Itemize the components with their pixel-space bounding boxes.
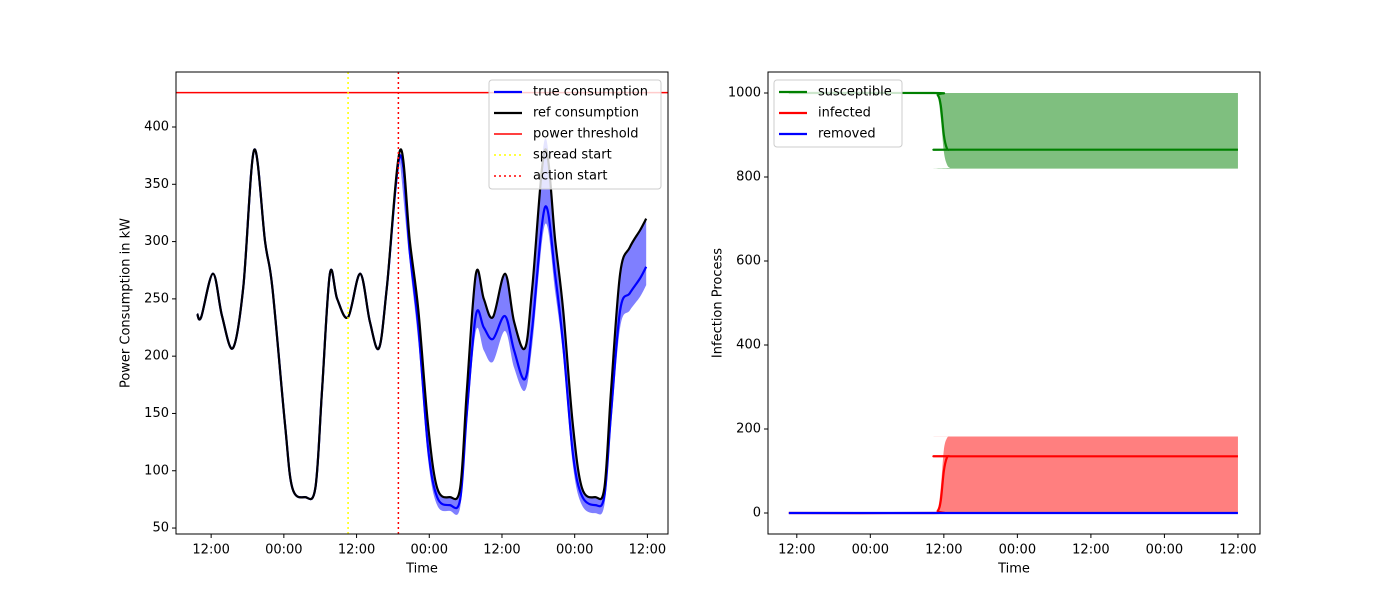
- y-tick-label: 150: [144, 406, 169, 421]
- x-axis-label: Time: [405, 562, 438, 577]
- legend-label: ref consumption: [533, 106, 639, 121]
- y-axis-label: Power Consumption in kW: [119, 218, 134, 388]
- legend-label: action start: [533, 169, 607, 184]
- legend-label: power threshold: [533, 127, 639, 142]
- y-tick-label: 800: [736, 170, 761, 185]
- y-tick-label: 600: [736, 254, 761, 269]
- y-tick-label: 100: [144, 463, 169, 478]
- legend: true consumption ref consumption power thr…: [488, 79, 662, 190]
- confidence-band: [788, 436, 1238, 514]
- x-tick-label: 12:00: [1072, 543, 1109, 558]
- x-tick-label: 00:00: [999, 543, 1036, 558]
- plot-area: [788, 91, 1238, 515]
- y-tick-label: 300: [144, 234, 169, 249]
- x-tick-label: 00:00: [1146, 543, 1183, 558]
- confidence-band: [400, 137, 647, 515]
- legend-label: spread start: [533, 148, 612, 163]
- legend-label: true consumption: [533, 85, 648, 100]
- y-tick-label: 1000: [728, 86, 761, 101]
- x-tick-label: 00:00: [265, 543, 302, 558]
- x-tick-label: 12:00: [629, 543, 666, 558]
- plot-area: [176, 72, 668, 534]
- y-tick-label: 350: [144, 177, 169, 192]
- legend-label: removed: [818, 127, 876, 142]
- y-tick-label: 0: [753, 506, 761, 521]
- y-tick-label: 200: [144, 349, 169, 364]
- series-line: [196, 148, 648, 510]
- x-tick-label: 12:00: [1219, 543, 1256, 558]
- x-tick-label: 00:00: [852, 543, 889, 558]
- legend-label: infected: [818, 106, 871, 121]
- x-tick-label: 12:00: [338, 543, 375, 558]
- series-line: [788, 91, 1238, 151]
- y-tick-label: 50: [152, 521, 169, 536]
- x-tick-label: 00:00: [411, 543, 448, 558]
- legend: susceptible infected removed: [773, 79, 903, 148]
- axes-frame: [767, 71, 1261, 535]
- x-axis-label: Time: [997, 562, 1030, 577]
- axes-frame: [175, 71, 669, 535]
- y-tick-label: 400: [144, 120, 169, 135]
- series-line: [196, 148, 648, 501]
- x-tick-label: 12:00: [483, 543, 520, 558]
- x-tick-label: 12:00: [778, 543, 815, 558]
- legend-label: susceptible: [818, 85, 892, 100]
- y-tick-label: 250: [144, 291, 169, 306]
- legend-box: [488, 79, 662, 190]
- x-tick-label: 12:00: [925, 543, 962, 558]
- legend-box: [773, 79, 903, 148]
- y-tick-label: 200: [736, 422, 761, 437]
- y-tick-label: 400: [736, 338, 761, 353]
- y-axis-label: Infection Process: [711, 248, 726, 358]
- x-tick-label: 00:00: [556, 543, 593, 558]
- x-tick-label: 12:00: [192, 543, 229, 558]
